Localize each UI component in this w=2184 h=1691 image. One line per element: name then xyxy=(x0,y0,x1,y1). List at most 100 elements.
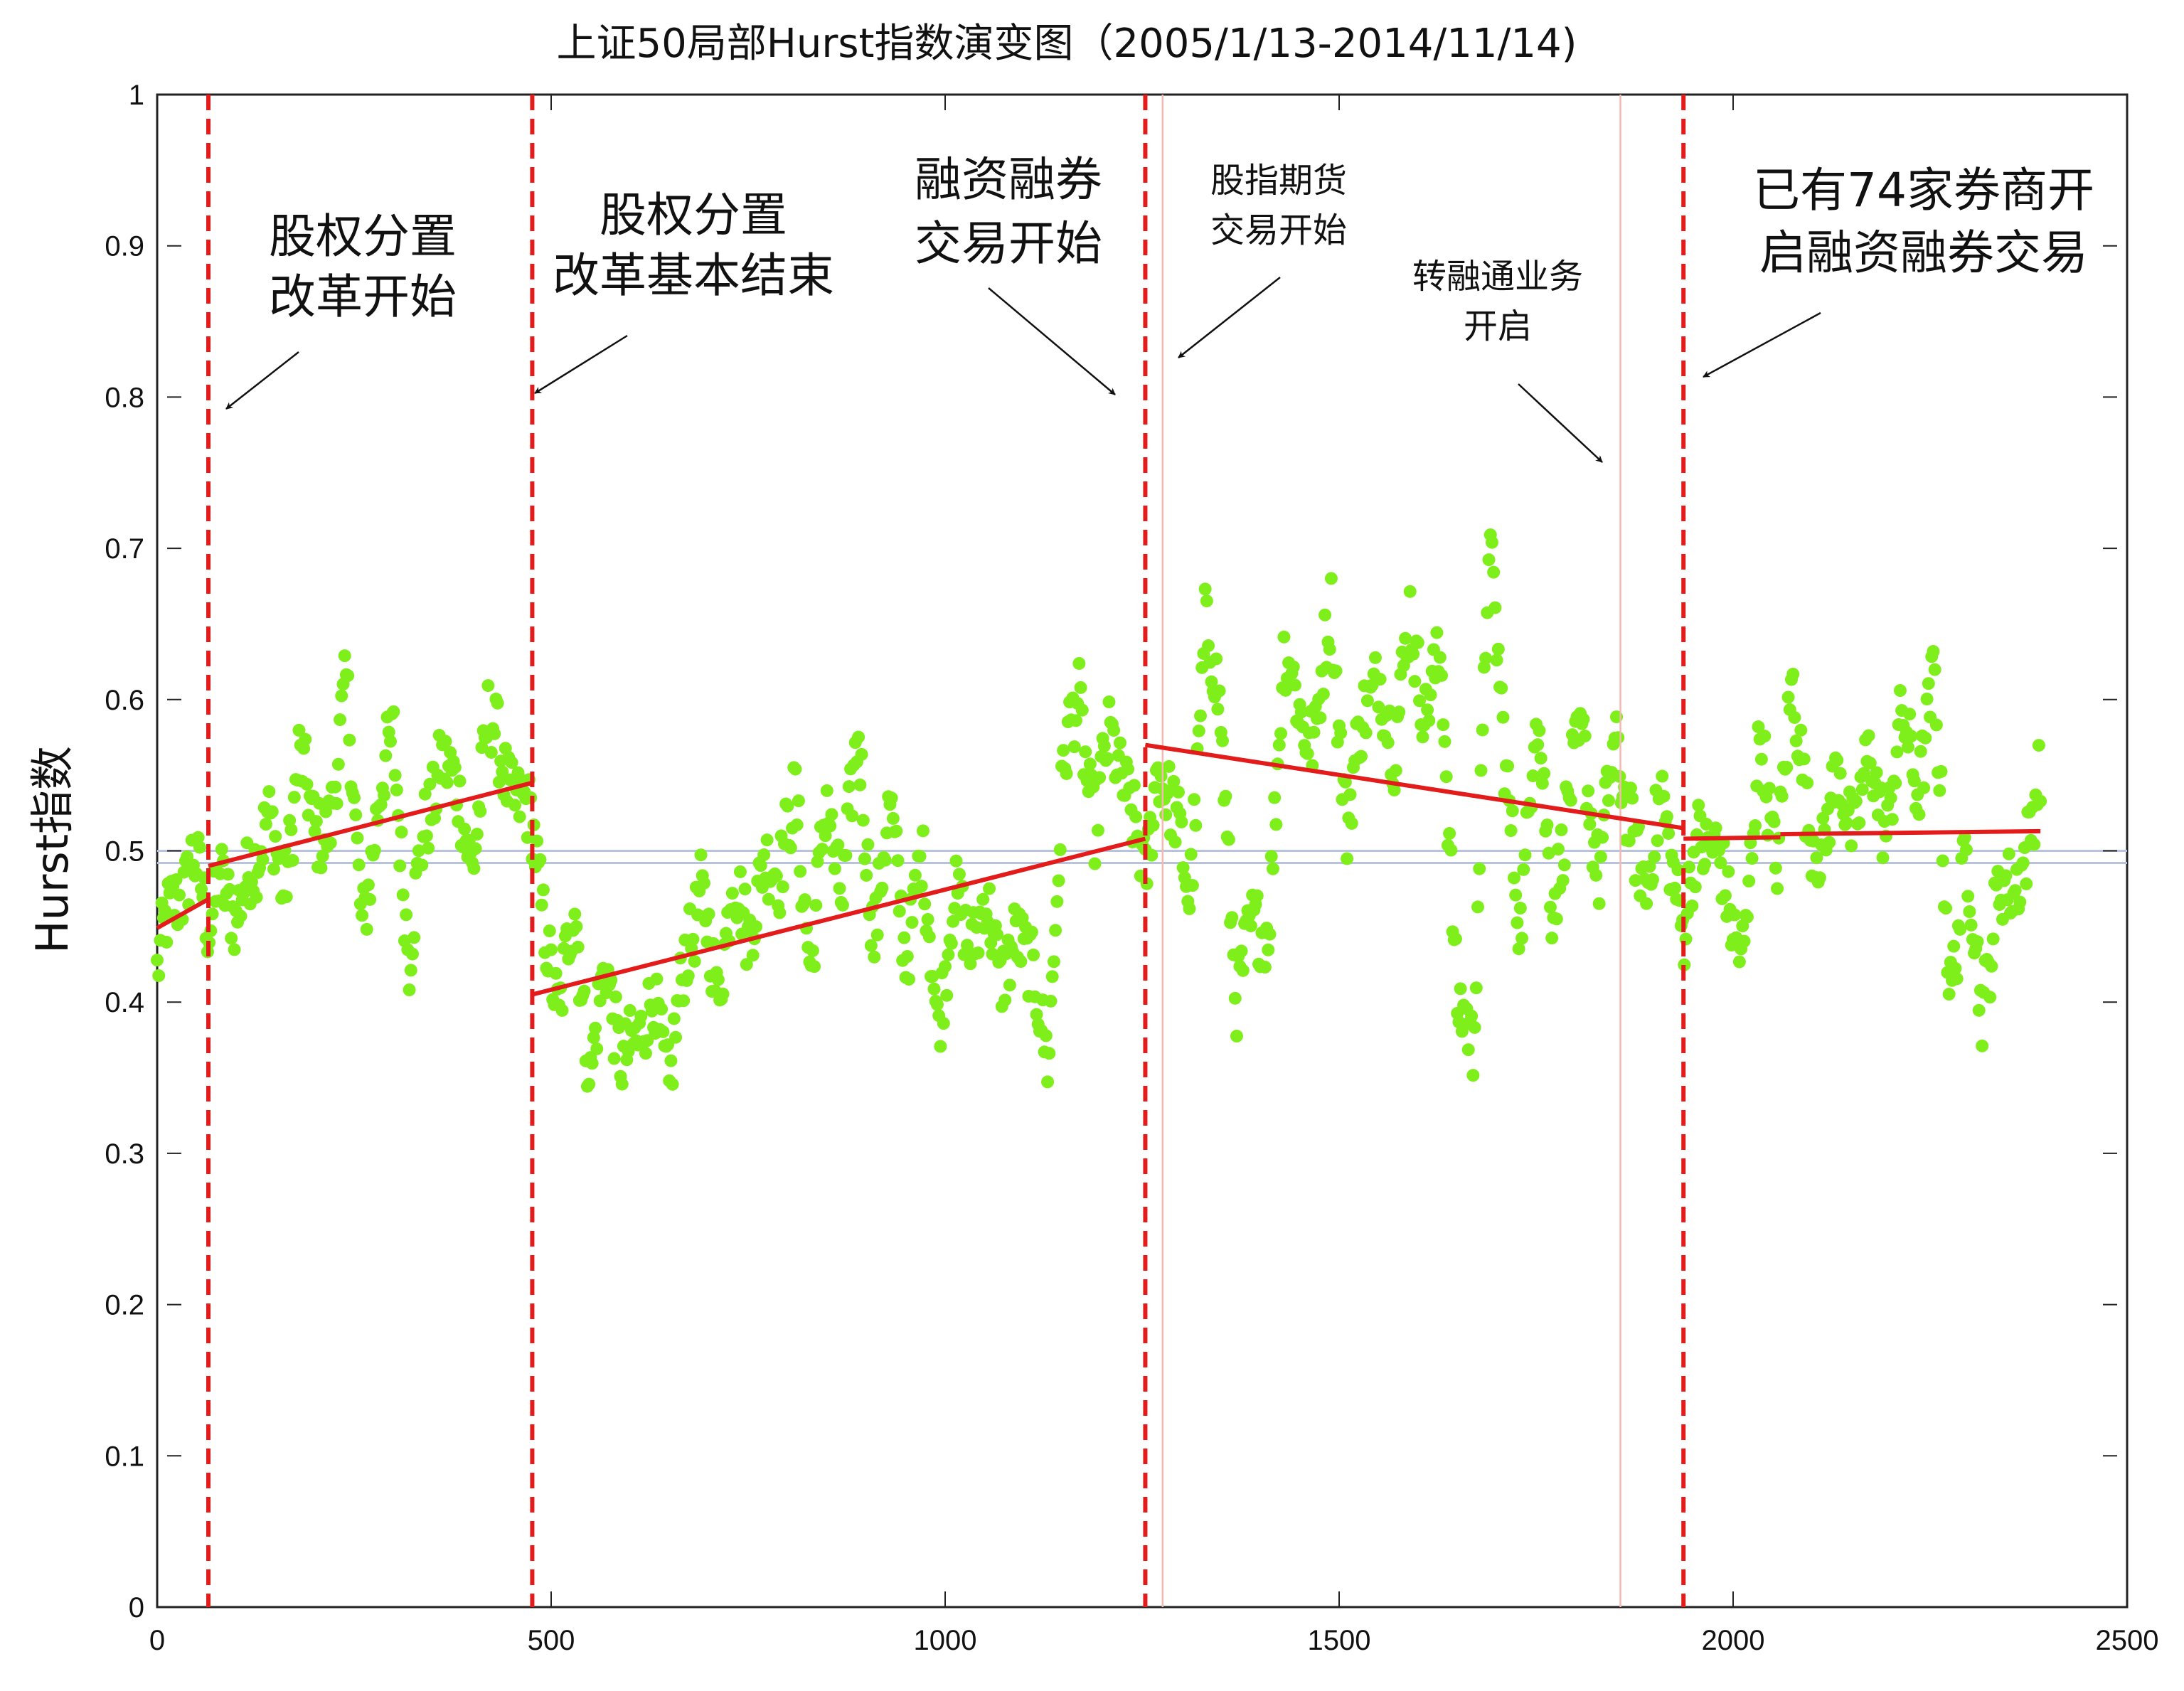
x-tick-label: 0 xyxy=(149,1625,165,1656)
hurst-point xyxy=(870,928,884,941)
hurst-point xyxy=(577,984,591,998)
annotation-1: 股权分置 改革开始 xyxy=(225,209,457,410)
hurst-point xyxy=(1329,664,1343,678)
trend-segment xyxy=(208,780,533,868)
hurst-point xyxy=(789,762,802,776)
data-points xyxy=(151,528,2047,1093)
hurst-point xyxy=(1531,738,1545,752)
y-tick-label: 0.5 xyxy=(105,836,144,868)
hurst-point xyxy=(1862,729,1875,742)
hurst-point xyxy=(1003,978,1016,992)
hurst-point xyxy=(2013,895,2027,909)
annotation-3-arrow xyxy=(988,287,1116,395)
annotation-2-line-1: 股权分置 xyxy=(600,188,787,242)
hurst-point xyxy=(1643,860,1656,873)
hurst-point xyxy=(681,969,695,983)
hurst-point xyxy=(383,735,397,748)
hurst-point xyxy=(864,939,878,952)
hurst-point xyxy=(1198,582,1212,596)
hurst-point xyxy=(1372,700,1385,714)
hurst-point xyxy=(842,780,856,794)
hurst-point xyxy=(1381,736,1395,750)
hurst-point xyxy=(1389,764,1402,777)
annotation-6-line-2: 启融资融券交易 xyxy=(1759,225,2088,280)
hurst-point xyxy=(1411,636,1424,649)
hurst-point xyxy=(1113,736,1126,750)
hurst-point xyxy=(484,745,498,759)
hurst-point xyxy=(152,969,166,983)
hurst-point xyxy=(1266,862,1279,875)
hurst-point xyxy=(927,982,941,996)
hurst-point xyxy=(1936,854,1949,868)
hurst-point xyxy=(964,957,977,971)
hurst-point xyxy=(944,937,958,950)
hurst-point xyxy=(1025,925,1038,939)
hurst-point xyxy=(1917,781,1931,794)
hurst-point xyxy=(868,950,881,964)
hurst-point xyxy=(1057,744,1070,757)
hurst-point xyxy=(309,815,323,828)
hurst-point xyxy=(331,757,345,771)
annotation-1-line-1: 股权分置 xyxy=(269,209,457,264)
hurst-point xyxy=(773,906,787,919)
hurst-point xyxy=(1219,789,1232,803)
hurst-point xyxy=(839,848,853,862)
hurst-point xyxy=(407,931,421,944)
hurst-point xyxy=(474,804,487,818)
hurst-point xyxy=(1876,851,1890,865)
hurst-point xyxy=(1999,869,2013,882)
hurst-point xyxy=(664,1054,678,1067)
hurst-point xyxy=(1413,694,1427,708)
hurst-point xyxy=(1971,935,1984,949)
hurst-point xyxy=(1355,750,1368,763)
hurst-point xyxy=(1488,601,1502,614)
hurst-point xyxy=(1985,959,1998,973)
hurst-point xyxy=(1594,850,1607,863)
hurst-point xyxy=(1833,767,1847,780)
hurst-point xyxy=(1552,843,1565,856)
hurst-point xyxy=(225,932,238,945)
hurst-point xyxy=(1698,858,1712,871)
hurst-point xyxy=(215,843,228,856)
hurst-point xyxy=(913,850,927,863)
hurst-point xyxy=(193,841,206,854)
hurst-point xyxy=(555,1003,569,1017)
hurst-point xyxy=(1771,882,1784,895)
hurst-point xyxy=(2002,847,2015,860)
hurst-point xyxy=(221,868,235,881)
hurst-point xyxy=(1762,782,1776,795)
hurst-point xyxy=(792,794,805,808)
hurst-point xyxy=(991,928,1004,941)
hurst-point xyxy=(228,943,241,956)
hurst-point xyxy=(395,826,408,839)
hurst-point xyxy=(1485,535,1498,549)
hurst-point xyxy=(543,924,556,938)
hurst-point xyxy=(173,888,186,902)
hurst-point xyxy=(352,858,366,872)
hurst-point xyxy=(1963,905,1976,919)
hurst-point xyxy=(1745,852,1759,865)
hurst-point xyxy=(922,930,936,944)
hurst-point xyxy=(1912,808,1926,821)
hurst-point xyxy=(998,993,1012,1007)
hurst-point xyxy=(1101,752,1114,765)
hurst-point xyxy=(1920,692,1934,705)
hurst-point xyxy=(891,854,905,868)
hurst-point xyxy=(348,791,361,804)
hurst-point xyxy=(961,939,974,952)
hurst-point xyxy=(1849,794,1863,808)
hurst-point xyxy=(360,922,373,936)
hurst-point xyxy=(1976,1039,1989,1052)
hurst-point xyxy=(1129,810,1143,823)
hurst-point xyxy=(1424,688,1437,702)
hurst-point xyxy=(1780,761,1794,774)
hurst-point xyxy=(1421,703,1434,717)
hurst-point xyxy=(890,824,903,838)
hurst-point xyxy=(1870,766,1883,779)
hurst-point xyxy=(1583,818,1597,831)
hurst-point xyxy=(1961,890,1975,903)
hurst-point xyxy=(256,853,270,866)
hurst-point xyxy=(405,947,419,961)
hurst-point xyxy=(1053,843,1067,856)
hurst-point xyxy=(1939,902,1953,915)
